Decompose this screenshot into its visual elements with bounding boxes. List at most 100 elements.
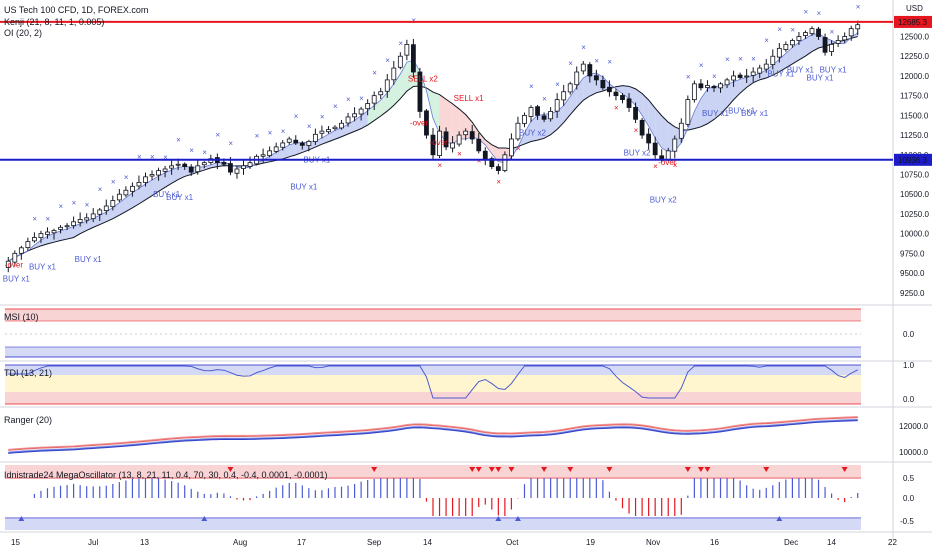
candle-body[interactable]: [241, 165, 246, 169]
candle-body[interactable]: [391, 67, 397, 81]
candle-body[interactable]: [652, 142, 658, 156]
candle-body[interactable]: [38, 233, 44, 238]
candle-body[interactable]: [123, 189, 129, 196]
candle-body[interactable]: [182, 163, 188, 168]
candle-body[interactable]: [639, 119, 645, 136]
candle-body[interactable]: [776, 47, 782, 58]
candle-body[interactable]: [685, 99, 691, 125]
candle-body[interactable]: [228, 163, 233, 173]
candle-body[interactable]: [18, 247, 24, 254]
candle-body[interactable]: [816, 28, 821, 37]
candle-body[interactable]: [273, 146, 279, 152]
candle-body[interactable]: [312, 133, 318, 142]
candle-body[interactable]: [45, 231, 50, 235]
candle-body[interactable]: [64, 225, 70, 228]
ranger-pane[interactable]: 12000.0 10000.0: [8, 416, 928, 457]
candle-body[interactable]: [378, 91, 384, 96]
candle-body[interactable]: [515, 122, 521, 140]
candle-body[interactable]: [58, 226, 63, 230]
candle-body[interactable]: [848, 28, 854, 37]
candle-body[interactable]: [626, 98, 632, 108]
candle-body[interactable]: [482, 150, 488, 160]
candle-body[interactable]: [424, 110, 429, 136]
candle-body[interactable]: [541, 115, 547, 120]
oscillator-label[interactable]: Idnistrade24 MegaOscillator (13, 8, 21, …: [4, 470, 328, 480]
candle-body[interactable]: [476, 138, 482, 152]
candle-body[interactable]: [443, 131, 449, 148]
candle-body[interactable]: [430, 134, 436, 156]
candle-body[interactable]: [783, 44, 789, 50]
candle-body[interactable]: [384, 79, 390, 92]
candle-body[interactable]: [110, 200, 116, 208]
candle-body[interactable]: [5, 260, 11, 268]
candle-body[interactable]: [450, 142, 456, 149]
candle-body[interactable]: [162, 168, 168, 172]
candle-body[interactable]: [495, 166, 501, 171]
candle-body[interactable]: [698, 83, 704, 89]
candle-body[interactable]: [528, 107, 534, 117]
candle-body[interactable]: [744, 75, 750, 78]
candle-body[interactable]: [509, 138, 514, 157]
candle-body[interactable]: [750, 71, 756, 76]
candle-body[interactable]: [593, 75, 599, 81]
candle-body[interactable]: [587, 64, 593, 77]
candle-body[interactable]: [469, 131, 475, 140]
candle-body[interactable]: [71, 221, 77, 227]
candle-body[interactable]: [116, 193, 122, 201]
candle-body[interactable]: [188, 166, 194, 173]
candle-body[interactable]: [613, 91, 619, 97]
candle-body[interactable]: [633, 107, 638, 120]
candle-body[interactable]: [90, 213, 96, 220]
candle-body[interactable]: [51, 230, 57, 234]
candle-body[interactable]: [659, 155, 665, 160]
candle-body[interactable]: [247, 162, 253, 167]
candle-body[interactable]: [646, 133, 652, 144]
price-axis[interactable]: 12500.0 12250.0 12000.0 11750.0 11500.0 11250…: [894, 15, 932, 298]
candle-body[interactable]: [221, 162, 227, 165]
candle-body[interactable]: [489, 158, 495, 168]
candle-body[interactable]: [32, 237, 37, 242]
candle-body[interactable]: [535, 106, 540, 116]
candle-body[interactable]: [371, 95, 377, 104]
candle-body[interactable]: [548, 111, 554, 120]
indicator-kenji-label[interactable]: Kenji (21, 8, 11, 1, 0.005): [4, 17, 104, 27]
candle-body[interactable]: [835, 40, 841, 44]
candle-body[interactable]: [417, 71, 423, 112]
candle-body[interactable]: [678, 122, 684, 139]
tdi-label[interactable]: TDI (13, 21): [4, 368, 52, 378]
candle-body[interactable]: [339, 122, 344, 129]
candle-body[interactable]: [607, 86, 612, 93]
candle-body[interactable]: [77, 219, 83, 223]
indicator-oi-label[interactable]: OI (20, 2): [4, 28, 42, 38]
candle-body[interactable]: [803, 32, 808, 36]
candle-body[interactable]: [463, 130, 469, 136]
candle-body[interactable]: [620, 95, 625, 101]
candle-body[interactable]: [829, 44, 834, 52]
oscillator-pane[interactable]: 0.5 0.0 -0.5: [5, 465, 915, 530]
candle-body[interactable]: [195, 165, 201, 173]
candle-body[interactable]: [260, 154, 266, 157]
candle-body[interactable]: [437, 130, 442, 157]
candle-body[interactable]: [724, 79, 730, 86]
candle-body[interactable]: [306, 140, 312, 146]
candle-body[interactable]: [319, 130, 325, 134]
candle-body[interactable]: [299, 142, 305, 146]
candle-body[interactable]: [280, 142, 286, 148]
candle-body[interactable]: [149, 174, 155, 177]
candle-body[interactable]: [705, 85, 710, 88]
candle-body[interactable]: [326, 129, 331, 133]
candle-body[interactable]: [567, 83, 573, 93]
candle-body[interactable]: [169, 165, 175, 169]
candle-body[interactable]: [12, 252, 18, 263]
candle-body[interactable]: [234, 168, 240, 174]
candle-body[interactable]: [580, 63, 586, 72]
candle-body[interactable]: [822, 37, 828, 53]
candle-body[interactable]: [600, 80, 606, 89]
candle-body[interactable]: [718, 83, 723, 89]
candle-body[interactable]: [84, 217, 90, 221]
candle-body[interactable]: [842, 36, 848, 41]
msi-pane[interactable]: 0.0: [5, 308, 915, 358]
candle-body[interactable]: [809, 28, 815, 34]
candle-body[interactable]: [143, 176, 148, 183]
candle-body[interactable]: [358, 108, 364, 115]
